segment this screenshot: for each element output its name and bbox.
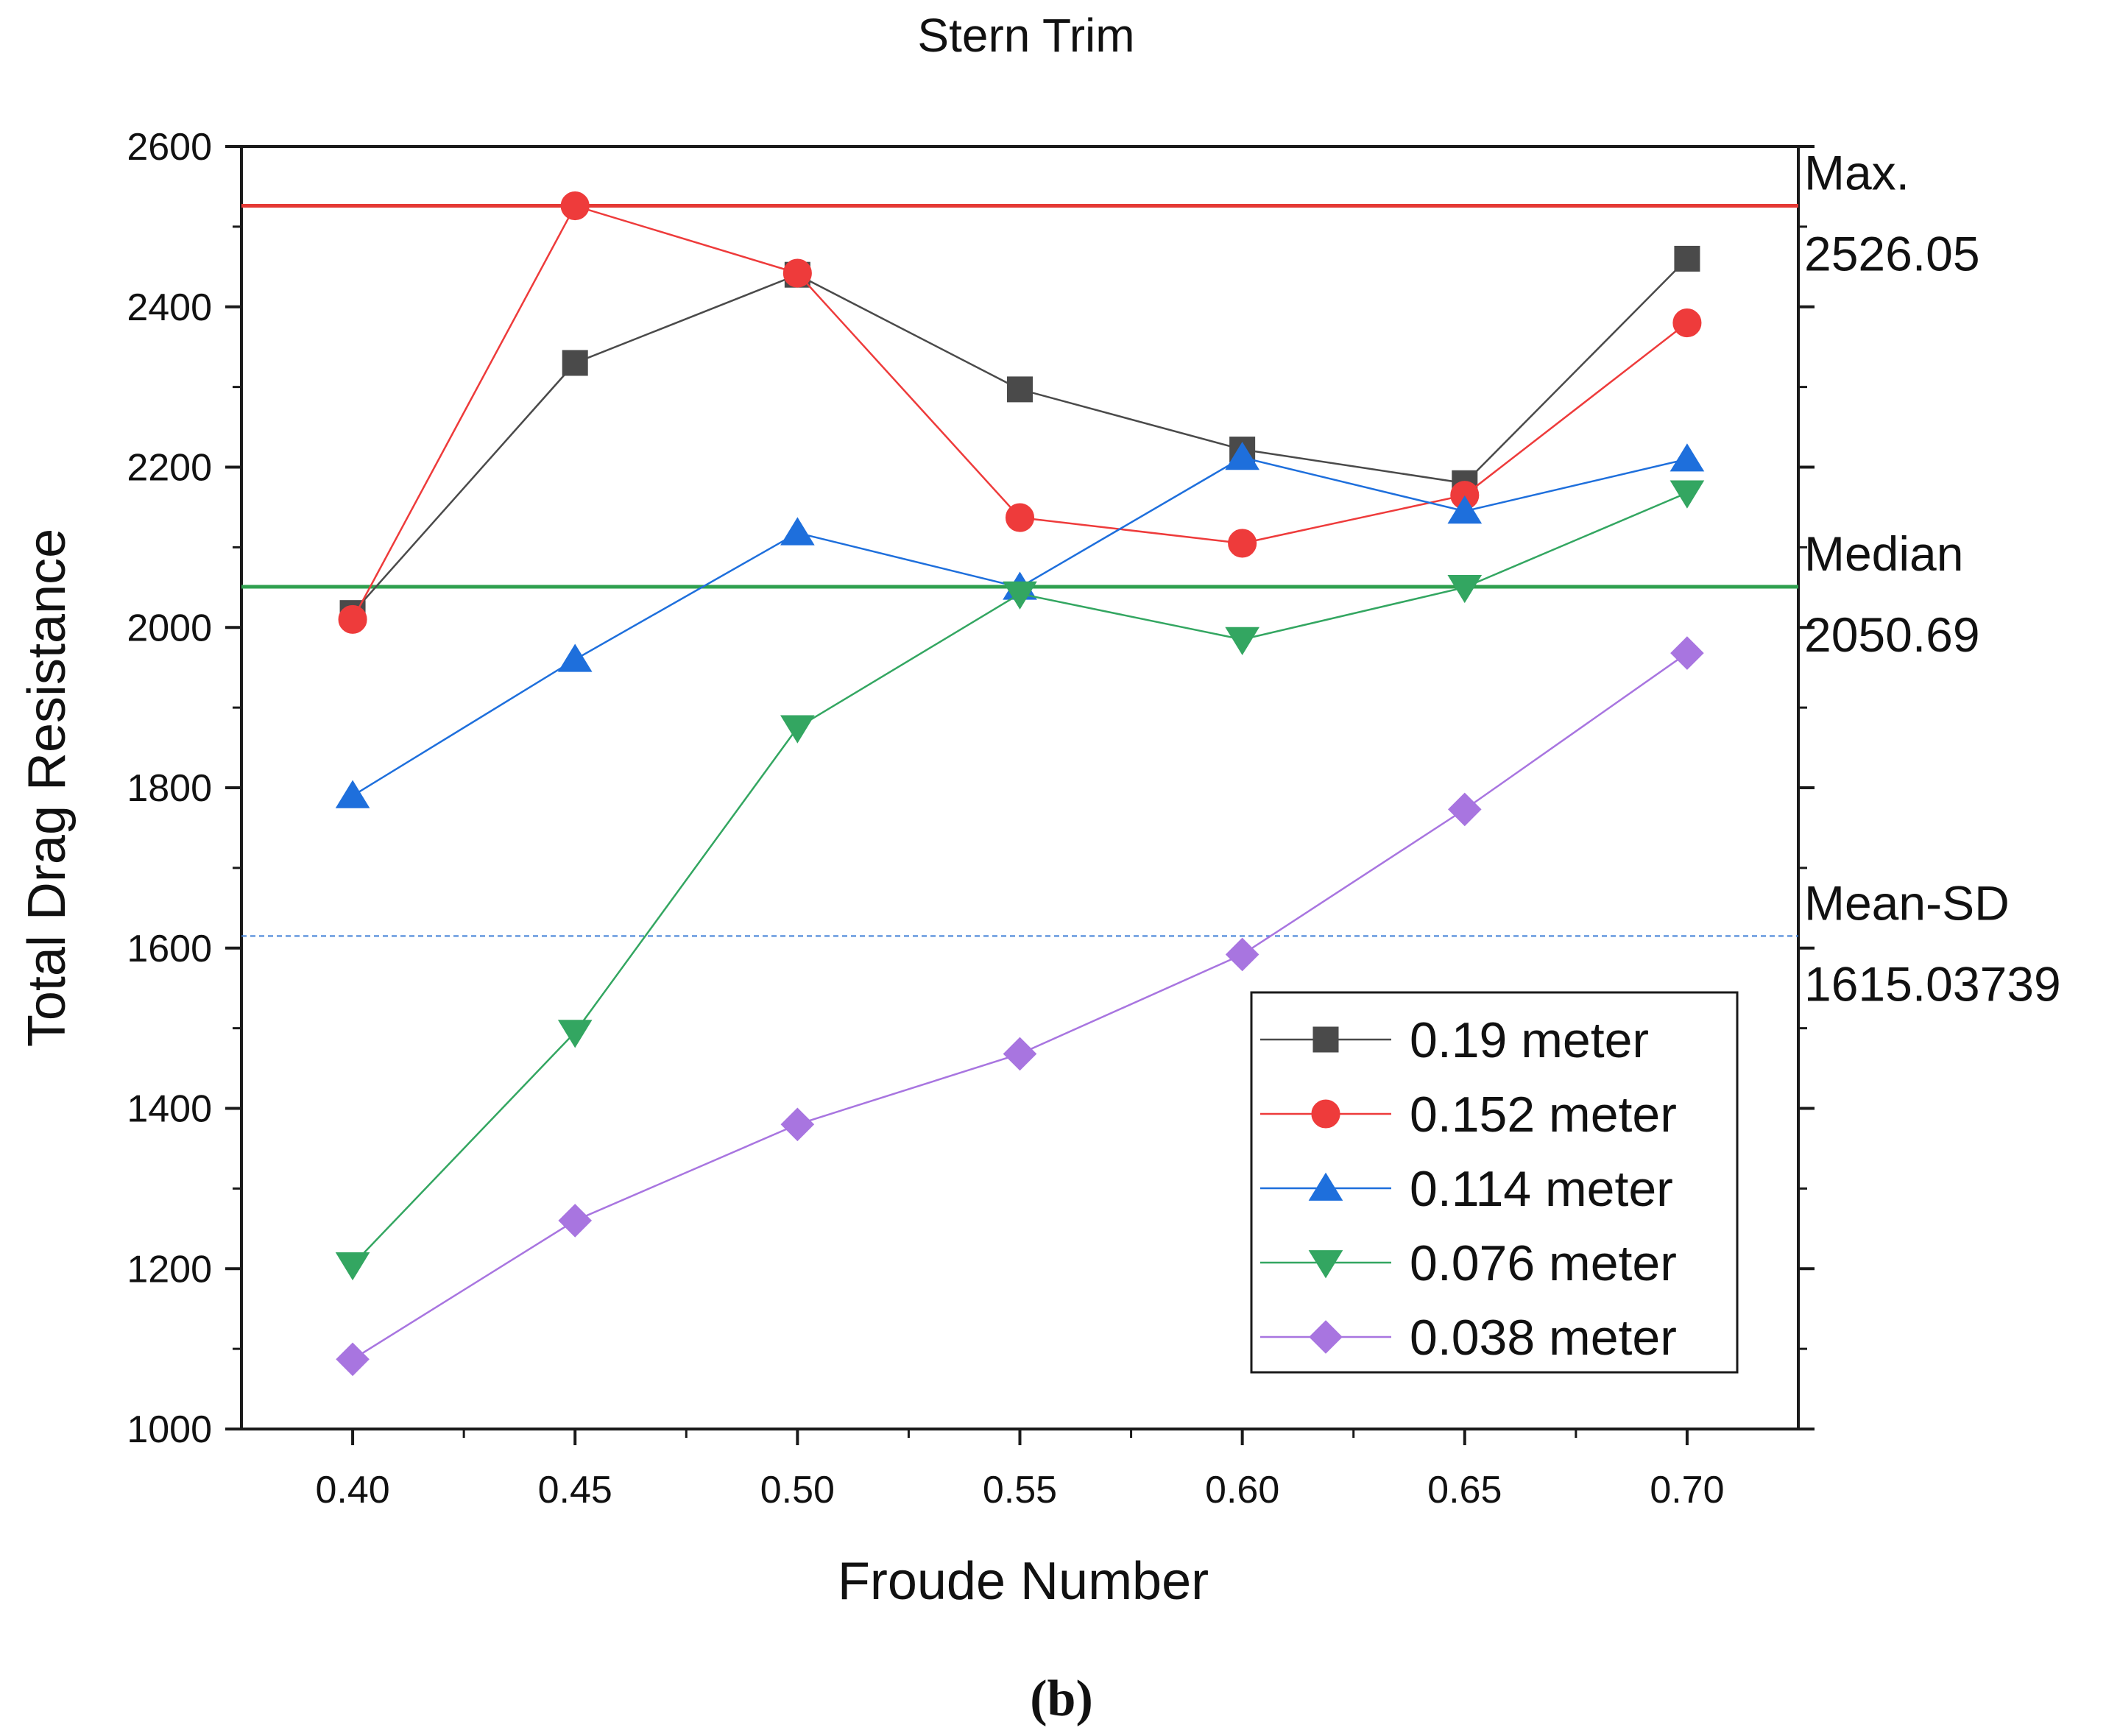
data-point bbox=[1005, 503, 1035, 532]
y-tick-label: 1400 bbox=[127, 1088, 212, 1131]
data-point bbox=[1225, 627, 1259, 655]
figure-caption: (b) bbox=[1030, 1670, 1093, 1727]
data-point bbox=[1672, 308, 1702, 338]
data-point bbox=[1308, 1250, 1343, 1279]
data-point bbox=[1003, 581, 1037, 610]
data-point bbox=[1225, 442, 1259, 470]
y-tick-label: 1600 bbox=[127, 928, 212, 970]
reference-line-value: 1615.03739 bbox=[1804, 956, 2061, 1011]
data-point bbox=[1670, 480, 1705, 509]
legend-item: 0.152 meter bbox=[1260, 1087, 1677, 1143]
legend-label: 0.152 meter bbox=[1410, 1087, 1677, 1143]
data-point bbox=[1007, 376, 1033, 403]
y-tick-label: 1000 bbox=[127, 1408, 212, 1451]
data-point bbox=[560, 191, 590, 221]
reference-lines: Max. 2526.05 Median 2050.69 Mean-SD 1615.0373… bbox=[241, 146, 2061, 1011]
data-point bbox=[782, 258, 812, 288]
data-point bbox=[1447, 495, 1483, 524]
legend-item: 0.076 meter bbox=[1260, 1235, 1677, 1291]
data-point bbox=[1311, 1099, 1340, 1129]
data-point bbox=[1309, 1320, 1343, 1354]
data-point bbox=[1447, 792, 1482, 827]
legend-label: 0.038 meter bbox=[1410, 1310, 1677, 1366]
data-point bbox=[335, 780, 370, 808]
data-point bbox=[557, 643, 593, 672]
y-tick-label: 2200 bbox=[127, 447, 212, 490]
data-point bbox=[780, 517, 815, 546]
data-point bbox=[1312, 1026, 1339, 1053]
legend-item: 0.038 meter bbox=[1260, 1310, 1677, 1366]
x-tick-label: 0.65 bbox=[1427, 1469, 1502, 1511]
data-point bbox=[562, 350, 588, 376]
data-point bbox=[557, 1020, 593, 1048]
data-point bbox=[1447, 574, 1483, 604]
reference-line-label: Max. bbox=[1804, 146, 1909, 200]
data-point bbox=[1670, 443, 1705, 472]
x-tick-label: 0.60 bbox=[1205, 1469, 1279, 1511]
data-point bbox=[780, 715, 815, 744]
series bbox=[335, 480, 1705, 1281]
x-axis: 0.40 0.45 0.50 0.55 0.60 0.65 0.70 bbox=[315, 1429, 1725, 1511]
data-point bbox=[558, 1204, 593, 1238]
series bbox=[336, 636, 1704, 1377]
y-tick-label: 2600 bbox=[127, 126, 212, 169]
legend-label: 0.076 meter bbox=[1410, 1235, 1677, 1291]
data-point bbox=[1225, 937, 1259, 972]
data-point bbox=[1308, 1172, 1343, 1201]
reference-line-value: 2526.05 bbox=[1804, 227, 1980, 281]
data-point bbox=[1670, 636, 1704, 670]
data-point bbox=[780, 1107, 815, 1142]
x-tick-label: 0.70 bbox=[1650, 1469, 1724, 1511]
y-tick-label: 1800 bbox=[127, 767, 212, 810]
legend: 0.19 meter 0.152 meter 0.114 meter 0.076 me… bbox=[1250, 991, 1739, 1374]
data-point bbox=[335, 1252, 370, 1281]
x-tick-label: 0.50 bbox=[760, 1469, 835, 1511]
y-axis-label: Total Drag Resistance bbox=[18, 529, 77, 1047]
data-point bbox=[338, 604, 367, 634]
legend-item: 0.19 meter bbox=[1260, 1012, 1649, 1068]
legend-label: 0.19 meter bbox=[1410, 1012, 1649, 1068]
data-point bbox=[1003, 1037, 1037, 1071]
series bbox=[338, 191, 1702, 634]
data-point bbox=[1228, 529, 1257, 558]
data-point bbox=[336, 1342, 370, 1377]
y-tick-label: 2000 bbox=[127, 607, 212, 649]
y-tick-label: 1200 bbox=[127, 1248, 212, 1291]
legend-box bbox=[1250, 991, 1739, 1374]
data-point bbox=[1674, 245, 1700, 272]
legend-item: 0.114 meter bbox=[1260, 1161, 1673, 1217]
x-tick-label: 0.40 bbox=[315, 1469, 389, 1511]
chart-title: Stern Trim bbox=[917, 9, 1134, 62]
reference-line-value: 2050.69 bbox=[1804, 607, 1980, 662]
x-axis-label: Froude Number bbox=[838, 1552, 1209, 1611]
reference-line-label: Mean-SD bbox=[1804, 875, 2010, 930]
reference-line-label: Median bbox=[1804, 526, 1963, 581]
y-axis: 1000 1200 1400 1600 1800 2000 2200 2400 2600 bbox=[127, 126, 1815, 1451]
series-group bbox=[335, 191, 1705, 1377]
x-tick-label: 0.55 bbox=[983, 1469, 1057, 1511]
legend-label: 0.114 meter bbox=[1410, 1161, 1673, 1217]
x-tick-label: 0.45 bbox=[538, 1469, 612, 1511]
y-tick-label: 2400 bbox=[127, 286, 212, 329]
